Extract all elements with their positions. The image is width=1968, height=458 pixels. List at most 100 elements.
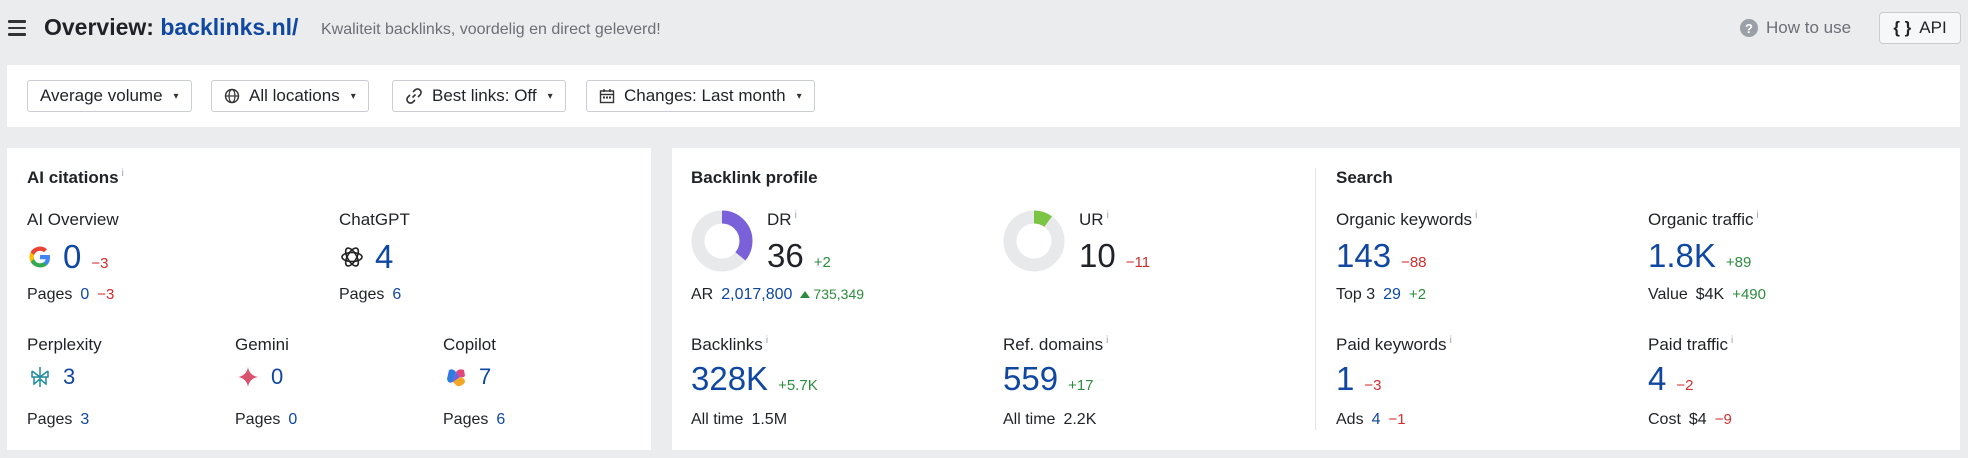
changes-dropdown[interactable]: Changes: Last month ▾: [586, 80, 815, 112]
gemini-pages: Pages 0: [235, 411, 297, 429]
api-button[interactable]: { } API: [1879, 12, 1961, 44]
domain-link[interactable]: backlinks.nl/: [160, 14, 299, 40]
top3-row: Top 3 29 +2: [1336, 286, 1426, 304]
volume-label: Average volume: [40, 86, 163, 105]
title-prefix: Overview:: [44, 14, 161, 40]
volume-dropdown[interactable]: Average volume ▾: [27, 80, 192, 112]
ref-domains-metric: 559 +17: [1003, 360, 1094, 398]
perplexity-icon: [27, 364, 53, 390]
organic-keywords-change: −88: [1401, 254, 1427, 271]
top-bar: Overview: backlinks.nl/ Kwaliteit backli…: [0, 0, 1968, 58]
copilot-icon: [443, 364, 469, 390]
organic-keywords-value[interactable]: 143: [1336, 237, 1392, 274]
ads-change: −1: [1388, 411, 1406, 428]
how-to-use-label: How to use: [1766, 18, 1852, 37]
perplexity-pages: Pages 3: [27, 411, 89, 429]
pages-label: Pages: [443, 411, 489, 428]
paid-keywords-value[interactable]: 1: [1336, 360, 1355, 397]
copilot-pages: Pages 6: [443, 411, 505, 429]
perplexity-metric: 3: [27, 364, 75, 390]
organic-traffic-change: +89: [1725, 254, 1752, 271]
ar-label: AR: [691, 286, 714, 303]
info-icon[interactable]: i: [765, 335, 769, 346]
copilot-pages-value[interactable]: 6: [496, 411, 506, 428]
ar-change-text: 735,349: [813, 286, 865, 302]
cost-value: $4: [1688, 411, 1707, 428]
info-icon[interactable]: i: [1449, 335, 1452, 346]
dr-label-text: DR: [767, 210, 792, 229]
ai-citations-title-text: AI citations: [27, 168, 119, 187]
how-to-use-link[interactable]: ? How to use: [1740, 18, 1851, 38]
backlinks-value[interactable]: 328K: [691, 360, 769, 397]
locations-dropdown[interactable]: All locations ▾: [211, 80, 369, 112]
paid-traffic-value[interactable]: 4: [1648, 360, 1667, 397]
pages-label: Pages: [27, 411, 73, 428]
ur-donut-chart: [1003, 210, 1065, 272]
ai-overview-pages-value[interactable]: 0: [80, 286, 90, 303]
gemini-value[interactable]: 0: [271, 364, 284, 389]
ads-label: Ads: [1336, 411, 1364, 428]
gemini-metric: 0: [235, 364, 283, 390]
paid-traffic-change: −2: [1676, 377, 1694, 394]
ar-change: 735,349: [800, 286, 864, 302]
api-label: API: [1919, 18, 1947, 37]
arrow-up-icon: [800, 291, 811, 298]
dr-label: DR i: [767, 210, 797, 230]
dr-donut-chart: [691, 210, 753, 272]
ai-overview-value[interactable]: 0: [63, 238, 82, 275]
top3-change: +2: [1408, 286, 1427, 303]
chatgpt-pages-value[interactable]: 6: [392, 286, 402, 303]
ads-value[interactable]: 4: [1371, 411, 1381, 428]
ref-domains-label: Ref. domains i: [1003, 335, 1108, 355]
backlinks-metric: 328K +5.7K: [691, 360, 818, 398]
menu-icon[interactable]: [8, 20, 26, 36]
cost-label: Cost: [1648, 411, 1681, 428]
info-icon[interactable]: i: [1106, 210, 1109, 221]
ur-metric: 10 −11: [1079, 237, 1150, 275]
perplexity-value[interactable]: 3: [63, 364, 76, 389]
gemini-pages-value[interactable]: 0: [288, 411, 298, 428]
ur-value: 10: [1079, 237, 1116, 274]
help-icon: ?: [1740, 19, 1758, 37]
info-icon[interactable]: i: [794, 210, 797, 221]
gemini-icon: [235, 364, 261, 390]
best-links-dropdown[interactable]: Best links: Off ▾: [392, 80, 566, 112]
chatgpt-icon: [339, 244, 365, 270]
cost-row: Cost $4 −9: [1648, 411, 1732, 429]
ai-overview-pages-change: −3: [97, 286, 115, 303]
top3-value[interactable]: 29: [1383, 286, 1401, 303]
copilot-value[interactable]: 7: [479, 364, 492, 389]
chatgpt-value[interactable]: 4: [375, 238, 394, 275]
copilot-metric: 7: [443, 364, 491, 390]
info-icon[interactable]: i: [1731, 335, 1734, 346]
backlink-profile-title: Backlink profile: [691, 168, 818, 187]
chatgpt-pages: Pages 6: [339, 286, 401, 304]
organic-traffic-value[interactable]: 1.8K: [1648, 237, 1716, 274]
dr-change: +2: [813, 254, 831, 271]
ref-domains-alltime: All time 2.2K: [1003, 411, 1096, 429]
backlinks-change: +5.7K: [778, 377, 818, 394]
chatgpt-label: ChatGPT: [339, 210, 410, 229]
section-divider: [1315, 168, 1316, 430]
info-icon[interactable]: i: [1475, 210, 1478, 221]
paid-traffic-metric: 4 −2: [1648, 360, 1693, 398]
ar-value[interactable]: 2,017,800: [721, 286, 793, 303]
ref-domains-change: +17: [1068, 377, 1094, 394]
ur-label-text: UR: [1079, 210, 1104, 229]
organic-keywords-metric: 143 −88: [1336, 237, 1427, 275]
page-title: Overview: backlinks.nl/: [44, 14, 298, 41]
value-row: Value $4K +490: [1648, 286, 1766, 304]
perplexity-pages-value[interactable]: 3: [80, 411, 90, 428]
alltime-label: All time: [1003, 411, 1056, 428]
ur-label: UR i: [1079, 210, 1109, 230]
ads-row: Ads 4 −1: [1336, 411, 1406, 429]
changes-label: Changes: Last month: [624, 86, 786, 105]
backlinks-alltime-value: 1.5M: [751, 411, 788, 428]
info-icon[interactable]: i: [1756, 210, 1759, 221]
traffic-value-amount: $4K: [1695, 286, 1725, 303]
organic-traffic-label: Organic traffic i: [1648, 210, 1759, 230]
info-icon[interactable]: i: [121, 168, 124, 179]
organic-traffic-label-text: Organic traffic: [1648, 210, 1754, 229]
ref-domains-value[interactable]: 559: [1003, 360, 1059, 397]
info-icon[interactable]: i: [1106, 335, 1109, 346]
